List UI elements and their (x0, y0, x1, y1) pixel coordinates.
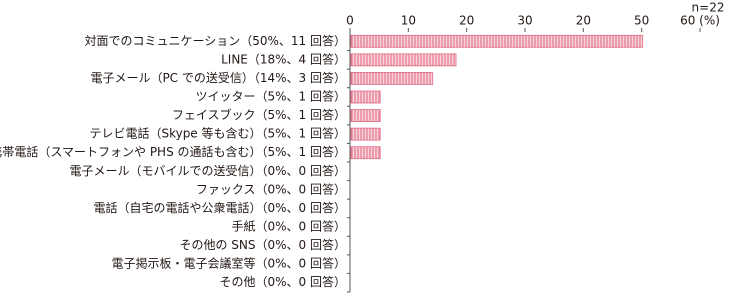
y-tick-label: LINE（18%、4 回答） (221, 51, 346, 66)
x-tick-label: 20 (576, 14, 591, 28)
bar (350, 127, 381, 141)
x-tick-label: 60 (%) (680, 14, 720, 28)
y-tick-label: その他（0%、0 回答） (220, 274, 347, 289)
y-tick-label: 対面でのコミュニケーション（50%、11 回答） (84, 33, 346, 48)
x-tick-label: 10 (401, 14, 416, 28)
bar (350, 72, 434, 85)
x-tick-label: 50 (634, 14, 649, 28)
y-tick-label: ツイッター（5%、1 回答） (196, 89, 347, 104)
y-tick-label: 電子メール（PC での送受信）（14%、3 回答） (90, 70, 346, 85)
y-tick-label: ファックス（0%、0 回答） (196, 181, 346, 196)
y-tick-label: 電子メール（モバイルでの送受信）（0%、0 回答） (70, 163, 347, 178)
y-tick-label: 電子掲示板・電子会議室等（0%、0 回答） (112, 256, 347, 271)
bar (350, 90, 381, 104)
x-tick-label: 20 (459, 14, 474, 28)
bar (350, 146, 381, 160)
y-tick-label: その他の SNS（0%、0 回答） (179, 237, 346, 252)
x-tick-label: 0 (346, 14, 354, 28)
y-tick-label: テレビ電話（Skype 等も含む）（5%、1 回答） (89, 126, 346, 141)
sample-size: n=22 (692, 1, 725, 15)
y-tick-label: 携帯電話（スマートフォンや PHS の通話も含む）（5%、1 回答） (0, 144, 346, 159)
bar (350, 34, 644, 48)
bar (350, 109, 381, 122)
x-tick-label: 30 (517, 14, 532, 28)
y-tick-label: 手紙（0%、0 回答） (232, 219, 347, 234)
bar (350, 53, 457, 67)
y-tick-label: 電話（自宅の電話や公衆電話）（0%、0 回答） (94, 200, 347, 215)
y-tick-label: フェイスブック（5%、1 回答） (172, 107, 346, 122)
